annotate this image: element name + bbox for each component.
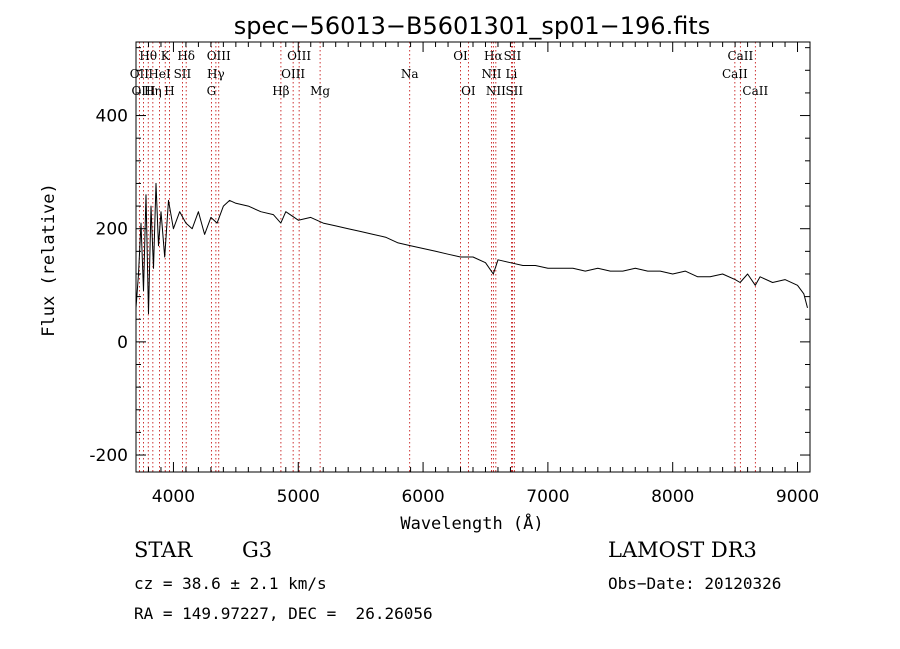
spectral-line-label: OIII bbox=[287, 49, 311, 63]
redshift-text: cz = 38.6 ± 2.1 km/s bbox=[134, 574, 327, 593]
spectral-line-label: G bbox=[207, 84, 217, 98]
spectral-line-label: Hδ bbox=[177, 49, 195, 63]
spectral-line-label: OI bbox=[453, 49, 468, 63]
spectrum-series bbox=[135, 182, 808, 315]
x-tick-label: 7000 bbox=[526, 487, 569, 507]
x-axis-label: Wavelength (Å) bbox=[400, 512, 543, 534]
y-tick-label: 0 bbox=[117, 333, 128, 353]
y-tick-label: 200 bbox=[96, 220, 128, 240]
x-tick-label: 4000 bbox=[152, 487, 195, 507]
y-tick-label: 400 bbox=[96, 107, 128, 127]
coordinates: RA = 149.97227, DEC = 26.26056 bbox=[134, 604, 433, 623]
spectral-line-label: NII bbox=[481, 67, 501, 81]
obs-date: Obs−Date: 20120326 bbox=[608, 574, 782, 593]
object-subclass: G3 bbox=[242, 538, 273, 562]
spectral-line-label: OIII bbox=[131, 84, 155, 98]
x-tick-label: 5000 bbox=[277, 487, 320, 507]
spectral-line-label: Na bbox=[401, 67, 419, 81]
spectral-line-label: H bbox=[164, 84, 174, 98]
spectral-line-label: Li bbox=[506, 67, 518, 81]
survey-name: LAMOST DR3 bbox=[608, 538, 757, 562]
chart-title: spec−56013−B5601301_sp01−196.fits bbox=[234, 12, 710, 40]
spectral-line-label: CaII bbox=[722, 67, 748, 81]
spectral-line-label: SII bbox=[174, 67, 192, 81]
spectral-line-label: Hη bbox=[144, 84, 162, 98]
spectral-line-label: OIII bbox=[281, 67, 305, 81]
spectral-line-label: Hα bbox=[484, 49, 503, 63]
spectral-line-label: CaII bbox=[727, 49, 753, 63]
x-tick-label: 6000 bbox=[401, 487, 444, 507]
spectral-line-label: SII bbox=[505, 84, 523, 98]
object-class: STAR bbox=[134, 538, 193, 562]
y-tick-label: -200 bbox=[89, 446, 128, 466]
spectral-line-label: OIII bbox=[207, 49, 231, 63]
spectral-line-label: OII bbox=[130, 67, 150, 81]
spectral-line-label: K bbox=[161, 49, 171, 63]
axes: 4000 5000 6000 7000 8000 9000 -200 0 200 400 bbox=[89, 42, 819, 507]
spectral-line-label: SII bbox=[504, 49, 522, 63]
x-tick-label: 9000 bbox=[776, 487, 819, 507]
spectral-line-label: NII bbox=[486, 84, 506, 98]
spectral-line-label: CaII bbox=[742, 84, 768, 98]
spectral-line-label: HeI bbox=[148, 67, 171, 81]
spectral-line-label: Hβ bbox=[272, 84, 289, 98]
y-axis-label: Flux (relative) bbox=[39, 183, 59, 337]
spectral-line-label: Hγ bbox=[207, 67, 225, 81]
x-tick-label: 8000 bbox=[651, 487, 694, 507]
spectrum-line bbox=[135, 182, 808, 315]
spectral-line-label: Hθ bbox=[139, 49, 157, 63]
spectral-line-label: OI bbox=[461, 84, 476, 98]
spectral-line-label: Mg bbox=[310, 84, 330, 98]
